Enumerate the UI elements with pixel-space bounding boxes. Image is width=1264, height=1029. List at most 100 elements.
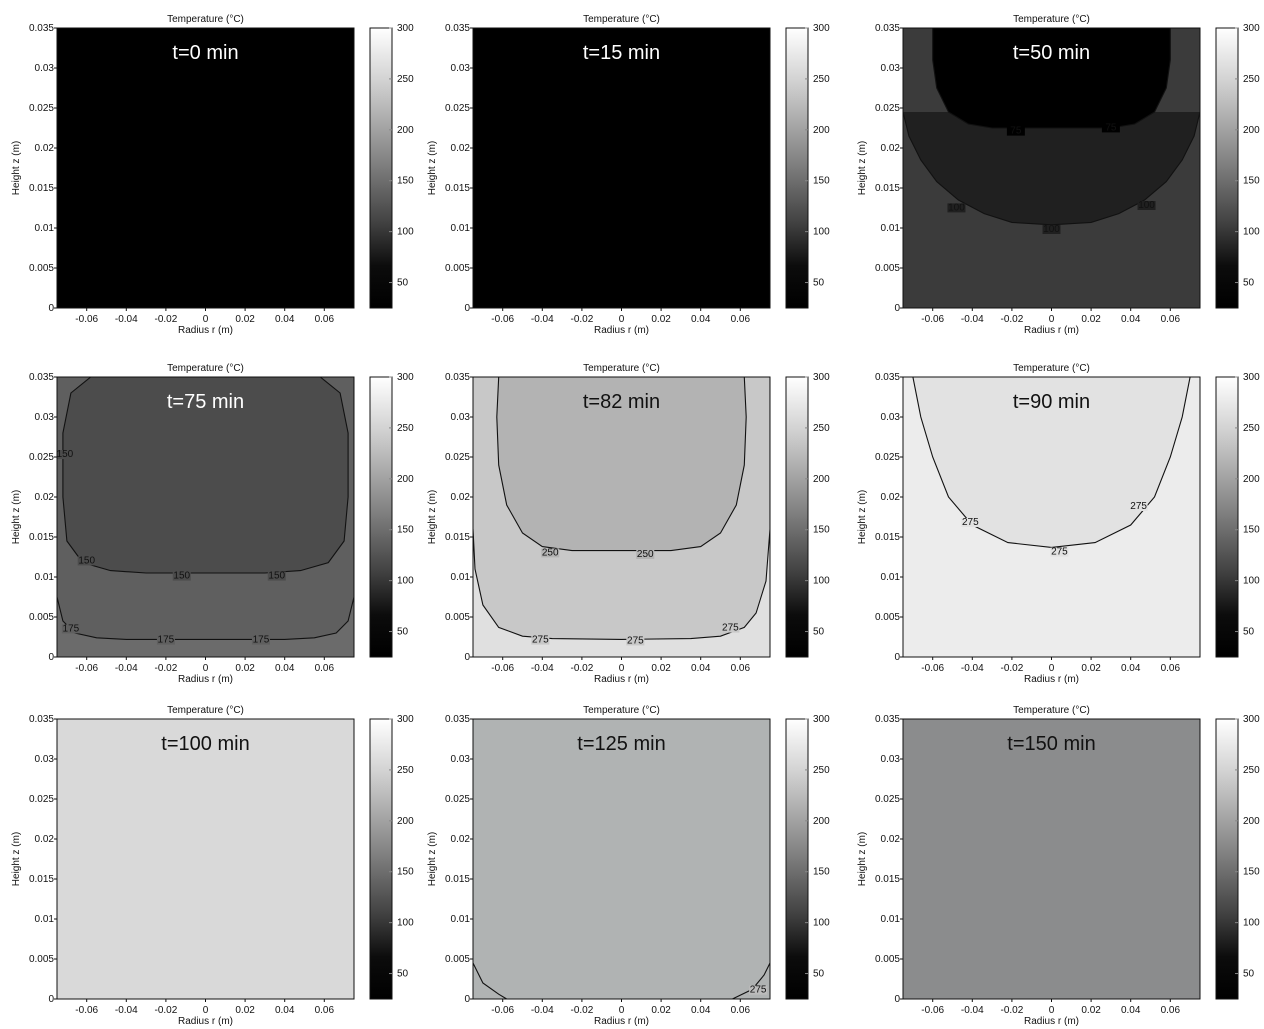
y-tick-label: 0.01 (451, 223, 471, 234)
panel-title: Temperature (°C) (1013, 14, 1090, 25)
x-tick-label: -0.06 (921, 663, 944, 674)
y-axis-label: Height z (m) (427, 832, 438, 886)
y-tick-label: 0.02 (451, 492, 471, 503)
colorbar-tick-label: 150 (813, 867, 830, 878)
contour-label-bg (172, 571, 191, 581)
x-tick-label: -0.02 (571, 314, 594, 325)
colorbar-tick-label: 100 (813, 576, 830, 587)
x-tick-label: -0.04 (961, 314, 984, 325)
x-tick-label: 0 (203, 314, 209, 325)
contour-label: 275 (1051, 547, 1068, 558)
x-axis-label: Radius r (m) (1024, 674, 1079, 685)
y-tick-label: 0.01 (451, 914, 471, 925)
colorbar-tick-label: 150 (813, 525, 830, 536)
y-tick-label: 0.005 (445, 954, 470, 965)
x-axis-label: Radius r (m) (594, 325, 649, 336)
x-tick-label: -0.04 (961, 1005, 984, 1016)
contour-label: 75 (1010, 126, 1022, 137)
y-tick-label: 0.005 (445, 263, 470, 274)
contour-label: 150 (57, 449, 74, 460)
contour-label-bg (1137, 201, 1156, 210)
y-axis-label: Height z (m) (11, 141, 22, 195)
y-tick-label: 0.015 (875, 532, 900, 543)
y-axis-label: Height z (m) (857, 141, 868, 195)
y-tick-label: 0.03 (451, 412, 471, 423)
colorbar-tick-label: 300 (397, 714, 414, 725)
contour-label-bg (1050, 547, 1069, 557)
y-tick-label: 0.025 (445, 452, 470, 463)
colorbar-tick-label: 300 (397, 23, 414, 34)
panel-title: Temperature (°C) (583, 14, 660, 25)
y-tick-label: 0.03 (881, 754, 901, 765)
y-tick-label: 0.025 (875, 452, 900, 463)
contour-label: 175 (158, 635, 175, 646)
x-axis-label: Radius r (m) (594, 1016, 649, 1027)
x-axis-label: Radius r (m) (1024, 325, 1079, 336)
contour-label: 275 (532, 635, 549, 646)
x-tick-label: -0.06 (75, 663, 98, 674)
colorbar-tick-label: 50 (1243, 627, 1255, 638)
x-tick-label: 0.04 (1121, 1005, 1141, 1016)
y-tick-label: 0.01 (35, 914, 55, 925)
x-axis-label: Radius r (m) (1024, 1016, 1079, 1027)
contour-label-bg (961, 518, 980, 527)
time-label: t=150 min (1007, 733, 1095, 755)
colorbar-tick-label: 250 (813, 423, 830, 434)
contour-label-bg (721, 623, 740, 633)
x-tick-label: 0.06 (315, 663, 335, 674)
y-tick-label: 0.02 (451, 143, 471, 154)
contour-region (932, 28, 1171, 128)
colorbar-tick-label: 50 (397, 278, 409, 289)
colorbar-tick-label: 200 (397, 474, 414, 485)
temperature-panel: Temperature (°C) t=15 min -0.06 -0.04 -0.02 0… (427, 14, 830, 336)
y-tick-label: 0 (894, 303, 900, 314)
panel-title: Temperature (°C) (583, 363, 660, 374)
y-tick-label: 0.005 (29, 263, 54, 274)
colorbar-tick-label: 300 (1243, 714, 1260, 725)
x-tick-label: -0.06 (75, 1005, 98, 1016)
x-tick-label: -0.02 (1001, 314, 1024, 325)
contour-line (903, 111, 1200, 226)
y-tick-label: 0.005 (29, 612, 54, 623)
colorbar-tick-label: 50 (1243, 969, 1255, 980)
contour-line (932, 28, 1171, 129)
contour-region (496, 377, 747, 551)
x-tick-label: 0.04 (691, 1005, 711, 1016)
x-tick-label: 0 (203, 663, 209, 674)
y-tick-label: 0.02 (881, 143, 901, 154)
x-axis-label: Radius r (m) (178, 325, 233, 336)
time-label: t=82 min (583, 391, 660, 413)
x-tick-label: 0 (1049, 1005, 1055, 1016)
contour-label-bg (77, 556, 96, 566)
colorbar-tick-label: 100 (397, 227, 414, 238)
x-tick-label: -0.04 (115, 1005, 138, 1016)
x-tick-label: 0.04 (1121, 663, 1141, 674)
y-tick-label: 0.035 (875, 23, 900, 34)
y-axis-label: Height z (m) (857, 832, 868, 886)
y-tick-label: 0.02 (35, 143, 55, 154)
contour-label: 100 (948, 202, 965, 213)
x-tick-label: -0.04 (531, 314, 554, 325)
colorbar-tick-label: 300 (1243, 372, 1260, 383)
colorbar-tick-label: 200 (813, 816, 830, 827)
y-tick-label: 0.015 (445, 183, 470, 194)
x-tick-label: -0.06 (491, 1005, 514, 1016)
contour-line (473, 962, 507, 999)
contour-label: 275 (1130, 501, 1147, 512)
y-tick-label: 0.005 (875, 612, 900, 623)
contour-label-bg (541, 548, 560, 558)
colorbar-tick-label: 100 (1243, 918, 1260, 929)
x-tick-label: 0.02 (1081, 663, 1101, 674)
contour-line (496, 377, 747, 552)
y-tick-label: 0.02 (35, 834, 55, 845)
colorbar-tick-label: 200 (813, 125, 830, 136)
y-axis-label: Height z (m) (427, 490, 438, 544)
contour-label: 275 (722, 623, 739, 634)
x-tick-label: 0.02 (1081, 314, 1101, 325)
colorbar-tick-label: 250 (397, 74, 414, 85)
x-tick-label: 0.06 (315, 1005, 335, 1016)
colorbar-tick-label: 300 (813, 23, 830, 34)
x-tick-label: 0 (1049, 663, 1055, 674)
contour-label: 250 (542, 547, 559, 558)
